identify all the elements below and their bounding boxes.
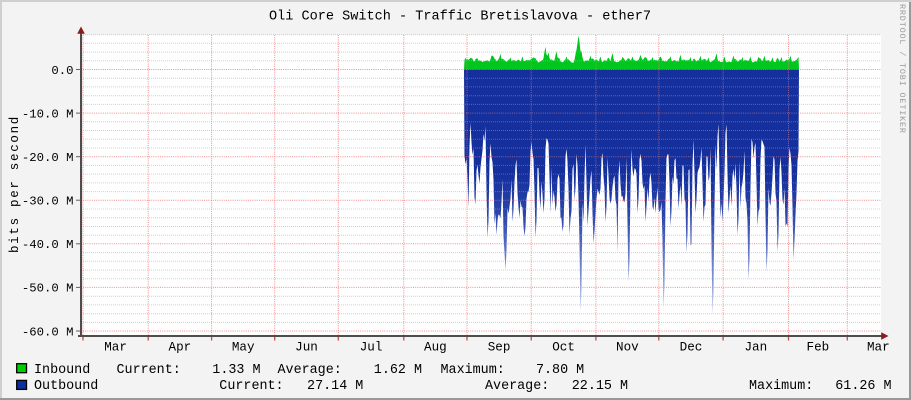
svg-text:Feb: Feb — [807, 341, 830, 355]
svg-text:Oct: Oct — [552, 341, 575, 355]
svg-text:Average:: Average: — [485, 379, 549, 394]
svg-text:Oli Core Switch - Traffic Bret: Oli Core Switch - Traffic Bretislavova -… — [269, 10, 651, 25]
svg-text:Average:: Average: — [278, 363, 342, 378]
svg-text:0.0: 0.0 — [51, 64, 73, 78]
svg-text:Nov: Nov — [616, 341, 639, 355]
svg-text:Mar: Mar — [867, 341, 890, 355]
svg-text:Apr: Apr — [169, 341, 192, 355]
svg-text:Maximum:: Maximum: — [749, 379, 813, 394]
svg-text:-20.0 M: -20.0 M — [22, 151, 74, 165]
svg-text:-10.0 M: -10.0 M — [22, 107, 74, 121]
svg-text:7.80 M: 7.80 M — [536, 363, 584, 378]
svg-text:Maximum:: Maximum: — [441, 363, 505, 378]
svg-text:bits per second: bits per second — [8, 115, 22, 253]
svg-text:Jul: Jul — [360, 341, 383, 355]
svg-text:Jun: Jun — [295, 341, 318, 355]
svg-text:Aug: Aug — [424, 341, 447, 355]
svg-text:Inbound: Inbound — [34, 363, 90, 378]
svg-text:-30.0 M: -30.0 M — [22, 195, 74, 209]
svg-text:1.62 M: 1.62 M — [374, 363, 422, 378]
svg-text:Current:: Current: — [117, 363, 181, 378]
svg-text:-50.0 M: -50.0 M — [22, 282, 74, 296]
svg-text:22.15 M: 22.15 M — [572, 379, 628, 394]
svg-text:-60.0 M: -60.0 M — [22, 325, 74, 339]
svg-text:RRDTOOL / TOBI OETIKER: RRDTOOL / TOBI OETIKER — [897, 4, 907, 134]
svg-text:Sep: Sep — [488, 341, 511, 355]
svg-text:May: May — [232, 341, 255, 355]
svg-text:-40.0 M: -40.0 M — [22, 238, 74, 252]
svg-text:Dec: Dec — [680, 341, 703, 355]
svg-text:Mar: Mar — [104, 341, 127, 355]
svg-text:27.14 M: 27.14 M — [307, 379, 363, 394]
svg-text:Current:: Current: — [219, 379, 283, 394]
svg-text:61.26 M: 61.26 M — [835, 379, 891, 394]
svg-text:Jan: Jan — [744, 341, 767, 355]
svg-text:1.33 M: 1.33 M — [212, 363, 260, 378]
svg-text:Outbound: Outbound — [34, 379, 98, 394]
